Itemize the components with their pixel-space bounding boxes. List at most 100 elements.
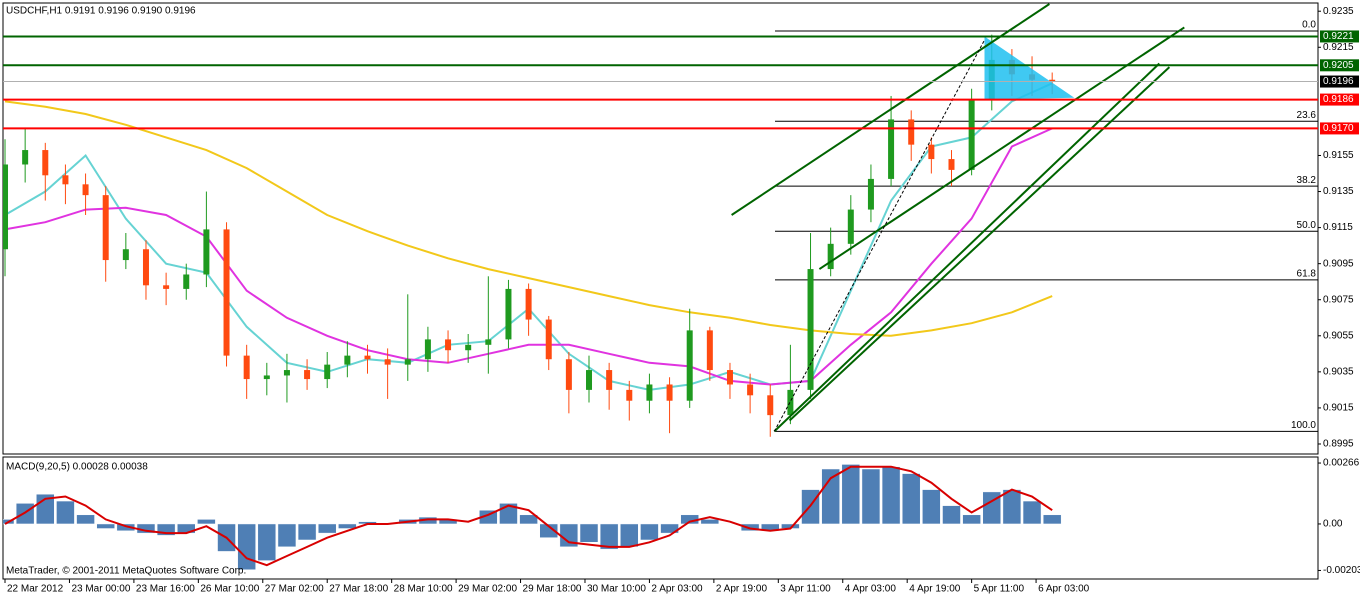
histogram-bar	[96, 523, 115, 529]
candle-body	[505, 288, 512, 340]
x-tick-label: 6 Apr 03:00	[1038, 584, 1090, 595]
x-tick-label: 4 Apr 19:00	[909, 584, 961, 595]
y-tick-label: 0.9075	[1323, 294, 1354, 305]
candle-body	[787, 389, 794, 416]
x-tick-label: 23 Mar 00:00	[71, 584, 130, 595]
x-tick-label: 27 Mar 18:00	[329, 584, 388, 595]
y-tick-label: 0.9135	[1323, 186, 1354, 197]
candle-body	[142, 249, 149, 286]
candle-body	[847, 209, 854, 244]
trendline	[773, 62, 1160, 433]
histogram-bar	[76, 514, 95, 525]
candle-body	[686, 330, 693, 401]
y-tick-label: 0.9095	[1323, 258, 1354, 269]
candle-body	[3, 164, 9, 250]
histogram-bar	[861, 468, 881, 525]
histogram-bar	[740, 523, 760, 532]
x-tick-label: 29 Mar 18:00	[523, 584, 582, 595]
histogram-bar	[579, 523, 599, 543]
candle-body	[666, 384, 673, 401]
y-tick-label: 0.00	[1323, 519, 1343, 530]
candle-body	[203, 229, 210, 275]
price-level-label: 0.9196	[1323, 76, 1354, 87]
histogram-bar	[1042, 514, 1062, 525]
candle-body	[545, 319, 552, 360]
y-tick-label: 0.9215	[1323, 42, 1354, 53]
candle-body	[344, 355, 351, 365]
x-tick-label: 5 Apr 11:00	[974, 584, 1025, 595]
x-tick-label: 23 Mar 16:00	[136, 584, 195, 595]
trendline	[818, 26, 1185, 270]
candle-body	[586, 370, 593, 390]
candle-body	[626, 389, 633, 401]
candle-body	[606, 370, 613, 390]
fib-label: 50.0	[1297, 220, 1317, 231]
candle-body	[888, 119, 895, 179]
x-tick-label: 27 Mar 02:00	[265, 584, 324, 595]
candle-body	[324, 364, 331, 380]
triangle	[984, 36, 1075, 100]
histogram-bar	[519, 514, 538, 525]
candle-body	[827, 243, 834, 270]
chart-title: USDCHF,H1 0.9191 0.9196 0.9190 0.9196	[6, 6, 196, 17]
moving-average	[4, 127, 1053, 386]
histogram-bar	[338, 523, 357, 529]
y-tick-label: -0.00203	[1323, 565, 1360, 576]
candle-body	[726, 370, 733, 385]
moving-average	[4, 100, 1053, 337]
candle-body	[223, 229, 230, 356]
y-tick-label: 0.00266	[1323, 458, 1360, 469]
histogram-bar	[1002, 489, 1022, 525]
x-tick-label: 2 Apr 19:00	[716, 584, 768, 595]
x-tick-label: 26 Mar 10:00	[200, 584, 259, 595]
candle-body	[767, 395, 774, 416]
y-tick-label: 0.9055	[1323, 330, 1354, 341]
histogram-bar	[700, 519, 720, 525]
candle-body	[163, 285, 170, 289]
x-tick-label: 3 Apr 11:00	[780, 584, 831, 595]
histogram-bar	[640, 523, 659, 541]
y-tick-label: 0.9235	[1323, 6, 1354, 17]
candle-body	[646, 384, 653, 401]
histogram-bar	[56, 500, 75, 525]
candle-body	[22, 150, 29, 165]
trendline	[773, 39, 985, 432]
fib-label: 38.2	[1297, 175, 1317, 186]
candle-body	[183, 274, 190, 289]
histogram-bar	[539, 523, 558, 538]
candle-body	[747, 384, 754, 396]
y-tick-label: 0.9115	[1323, 222, 1353, 233]
histogram-bar	[257, 523, 277, 561]
x-tick-label: 2 Apr 03:00	[651, 584, 703, 595]
x-tick-label: 22 Mar 2012	[7, 584, 64, 595]
candle-body	[445, 339, 452, 351]
x-tick-label: 30 Mar 10:00	[587, 584, 646, 595]
histogram-bar	[922, 489, 941, 525]
price-plot	[3, 3, 1318, 437]
candle-body	[122, 249, 129, 261]
candle-body	[283, 370, 290, 376]
price-level-label: 0.9221	[1323, 31, 1354, 42]
y-tick-label: 0.9015	[1323, 403, 1354, 414]
candle-body	[968, 99, 975, 170]
price-level-label: 0.9205	[1323, 60, 1354, 71]
histogram-bar	[237, 523, 256, 571]
candle-body	[525, 288, 532, 320]
candle-body	[404, 359, 411, 365]
histogram-bar	[156, 523, 176, 536]
fib-label: 23.6	[1297, 110, 1317, 121]
histogram-bar	[317, 523, 337, 534]
candle-body	[42, 150, 49, 176]
price-level-label: 0.9186	[1323, 94, 1354, 105]
signal-line	[4, 465, 1053, 567]
candle-body	[82, 184, 89, 196]
histogram-bar	[458, 523, 478, 525]
macd-title: MACD(9,20,5) 0.00028 0.00038	[6, 462, 148, 473]
candle-body	[1049, 79, 1056, 82]
candle-body	[424, 339, 431, 360]
candle-body	[364, 355, 371, 360]
macd-frame	[2, 456, 1319, 580]
